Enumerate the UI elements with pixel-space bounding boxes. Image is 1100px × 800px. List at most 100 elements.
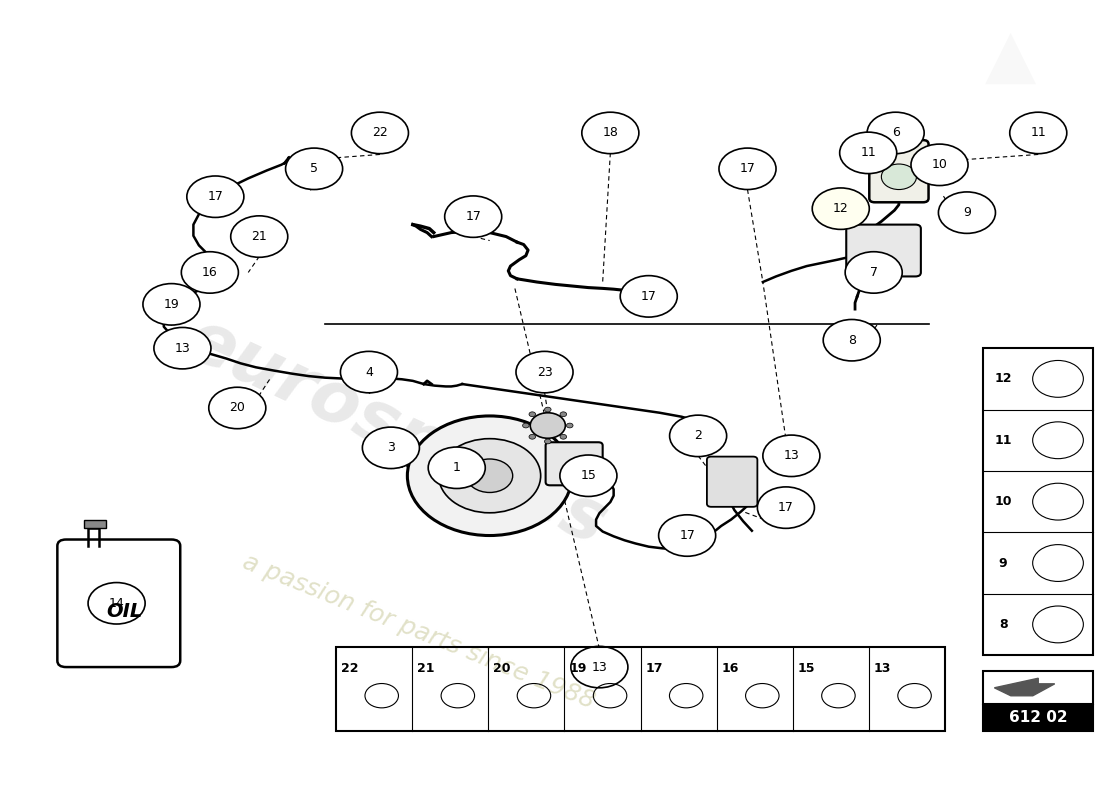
Bar xyxy=(983,348,1093,655)
Circle shape xyxy=(1010,112,1067,154)
Text: 16: 16 xyxy=(722,662,739,674)
Text: 6: 6 xyxy=(892,126,900,139)
Circle shape xyxy=(340,351,397,393)
Circle shape xyxy=(560,455,617,497)
Circle shape xyxy=(719,148,775,190)
FancyBboxPatch shape xyxy=(846,225,921,277)
Circle shape xyxy=(407,416,572,535)
Bar xyxy=(983,671,1093,704)
Circle shape xyxy=(362,427,419,469)
Text: 13: 13 xyxy=(592,661,607,674)
Circle shape xyxy=(560,412,566,417)
Text: 21: 21 xyxy=(252,230,267,243)
Text: 17: 17 xyxy=(679,529,695,542)
Text: 17: 17 xyxy=(641,290,657,303)
Polygon shape xyxy=(994,678,1055,696)
Circle shape xyxy=(659,515,716,556)
Text: 9: 9 xyxy=(962,206,971,219)
Text: 12: 12 xyxy=(833,202,848,215)
Text: a passion for parts since 1988: a passion for parts since 1988 xyxy=(239,550,598,713)
Circle shape xyxy=(143,284,200,325)
Text: 15: 15 xyxy=(581,470,596,482)
Circle shape xyxy=(439,438,541,513)
Circle shape xyxy=(560,434,566,439)
Circle shape xyxy=(209,387,266,429)
Text: 21: 21 xyxy=(417,662,434,674)
Circle shape xyxy=(466,459,513,493)
Circle shape xyxy=(911,144,968,186)
Circle shape xyxy=(763,435,820,477)
Circle shape xyxy=(823,319,880,361)
FancyBboxPatch shape xyxy=(707,457,758,507)
Circle shape xyxy=(529,434,536,439)
Text: 17: 17 xyxy=(208,190,223,203)
Text: 13: 13 xyxy=(873,662,891,674)
Circle shape xyxy=(529,412,536,417)
Circle shape xyxy=(182,252,239,293)
Circle shape xyxy=(544,407,551,412)
Circle shape xyxy=(566,423,573,428)
FancyBboxPatch shape xyxy=(869,140,928,202)
Text: 8: 8 xyxy=(848,334,856,346)
Text: 10: 10 xyxy=(932,158,947,171)
FancyBboxPatch shape xyxy=(882,127,915,146)
Text: 11: 11 xyxy=(1031,126,1046,139)
Circle shape xyxy=(187,176,244,218)
Text: 2: 2 xyxy=(694,430,702,442)
Text: 9: 9 xyxy=(999,557,1008,570)
Circle shape xyxy=(351,112,408,154)
Text: 15: 15 xyxy=(798,662,815,674)
Circle shape xyxy=(670,415,727,457)
Circle shape xyxy=(867,112,924,154)
Bar xyxy=(84,519,106,527)
Text: 1: 1 xyxy=(453,462,461,474)
Bar xyxy=(336,647,945,731)
Text: 7: 7 xyxy=(870,266,878,279)
Text: 5: 5 xyxy=(310,162,318,175)
Circle shape xyxy=(88,582,145,624)
Circle shape xyxy=(839,132,896,174)
Text: 11: 11 xyxy=(994,434,1012,446)
Circle shape xyxy=(286,148,342,190)
FancyBboxPatch shape xyxy=(546,442,603,486)
Text: 17: 17 xyxy=(778,501,794,514)
Circle shape xyxy=(571,646,628,688)
Text: ▲: ▲ xyxy=(986,24,1036,90)
Circle shape xyxy=(428,447,485,489)
Text: OIL: OIL xyxy=(107,602,142,621)
Circle shape xyxy=(845,252,902,293)
Circle shape xyxy=(231,216,288,258)
Circle shape xyxy=(516,351,573,393)
Text: 14: 14 xyxy=(109,597,124,610)
Circle shape xyxy=(530,413,565,438)
Text: 10: 10 xyxy=(994,495,1012,508)
Text: 19: 19 xyxy=(164,298,179,311)
Circle shape xyxy=(938,192,996,234)
Circle shape xyxy=(444,196,502,238)
Text: 23: 23 xyxy=(537,366,552,378)
Circle shape xyxy=(582,112,639,154)
Circle shape xyxy=(544,439,551,444)
Text: 17: 17 xyxy=(739,162,756,175)
Circle shape xyxy=(154,327,211,369)
Text: 8: 8 xyxy=(999,618,1008,631)
Text: 20: 20 xyxy=(493,662,510,674)
Text: 17: 17 xyxy=(465,210,481,223)
Circle shape xyxy=(881,164,916,190)
Text: 16: 16 xyxy=(202,266,218,279)
Text: 22: 22 xyxy=(372,126,388,139)
Text: 612 02: 612 02 xyxy=(1009,710,1068,725)
Circle shape xyxy=(812,188,869,230)
Text: 12: 12 xyxy=(994,372,1012,386)
Text: 13: 13 xyxy=(175,342,190,354)
Circle shape xyxy=(522,423,529,428)
Circle shape xyxy=(620,276,678,317)
Text: 22: 22 xyxy=(341,662,359,674)
Text: 19: 19 xyxy=(570,662,586,674)
Text: 4: 4 xyxy=(365,366,373,378)
Text: 18: 18 xyxy=(603,126,618,139)
Circle shape xyxy=(758,487,814,528)
Text: 13: 13 xyxy=(783,450,800,462)
Bar xyxy=(983,705,1093,731)
Text: 11: 11 xyxy=(860,146,876,159)
